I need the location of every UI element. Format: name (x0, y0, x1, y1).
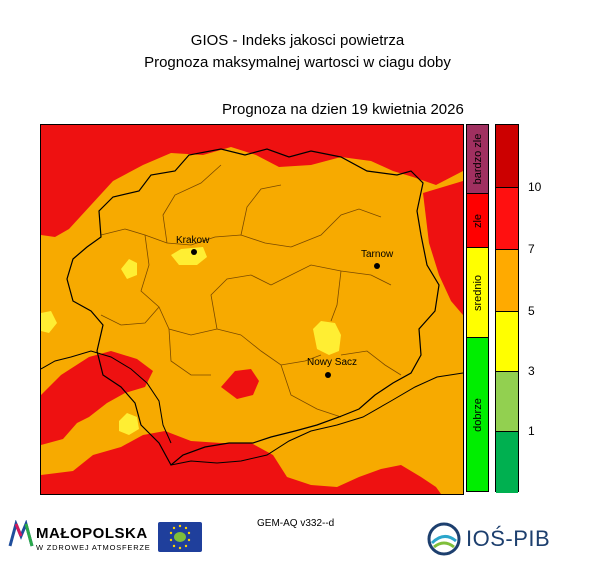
category-srednio: srednio (467, 247, 488, 337)
malopolska-outline (66, 148, 440, 466)
krakow-marker (191, 249, 197, 255)
scale-tick-label: 10 (528, 180, 542, 194)
red-area-central (221, 369, 259, 399)
forecast-map: Krakow Tarnow Nowy Sacz (40, 124, 464, 495)
red-area-south (41, 431, 441, 494)
city-label-krakow: Krakow (176, 235, 210, 246)
red-area-east (423, 181, 463, 315)
model-label: GEM-AQ v332--d (257, 518, 335, 529)
scale-legend (495, 124, 519, 493)
map-title: GIOS - Indeks jakosci powietrza (190, 32, 405, 49)
tarnow-marker (374, 263, 380, 269)
yellow-area-west-krakow (121, 259, 137, 279)
category-label: srednio (471, 274, 484, 311)
yellow-area-krakow (171, 247, 207, 265)
map-canvas (41, 125, 463, 494)
yellow-area-west (41, 311, 57, 333)
malopolska-logo-icon (8, 520, 34, 547)
scale-tick-label: 7 (528, 242, 535, 256)
malopolska-tagline: W ZDROWEJ ATMOSFERZE (36, 543, 151, 552)
eu-life-logo (158, 522, 202, 552)
red-area-north (41, 125, 463, 237)
city-label-nowy-sacz: Nowy Sacz (307, 357, 358, 368)
scale-tick-label: 3 (528, 364, 535, 378)
eu-stars-icon (169, 524, 191, 550)
category-legend: bardzo zle zle srednio dobrze (466, 124, 489, 492)
map-subtitle: Prognoza maksymalnej wartosci w ciagu do… (144, 54, 451, 71)
scale-swatch (496, 311, 518, 371)
scale-swatch (496, 187, 518, 249)
scale-tick-label: 1 (528, 424, 535, 438)
scale-swatch (496, 371, 518, 431)
category-zle: zle (467, 193, 488, 247)
category-label: zle (471, 213, 484, 228)
district-borders (100, 164, 402, 418)
category-bardzo-zle: bardzo zle (467, 125, 488, 193)
yellow-area-nowy-sacz (313, 321, 341, 355)
malopolska-name: MAŁOPOLSKA (36, 525, 148, 542)
city-label-tarnow: Tarnow (361, 249, 394, 260)
forecast-date: Prognoza na dzien 19 kwietnia 2026 (222, 101, 464, 118)
scale-swatch (496, 125, 518, 187)
scale-swatch (496, 249, 518, 311)
yellow-area-southwest (119, 413, 139, 435)
scale-swatch (496, 431, 518, 493)
category-dobrze: dobrze (467, 337, 488, 491)
ios-pib-logo-icon (427, 522, 461, 556)
institute-name: IOŚ-PIB (466, 526, 551, 551)
southwest-border-line (41, 350, 172, 444)
scale-tick-label: 5 (528, 304, 535, 318)
red-area-southwest (41, 351, 153, 445)
category-label: bardzo zle (471, 133, 484, 185)
south-border-line (170, 372, 463, 466)
orange-background-area (41, 125, 463, 494)
nowy-sacz-marker (325, 372, 331, 378)
category-label: dobrze (471, 397, 484, 432)
